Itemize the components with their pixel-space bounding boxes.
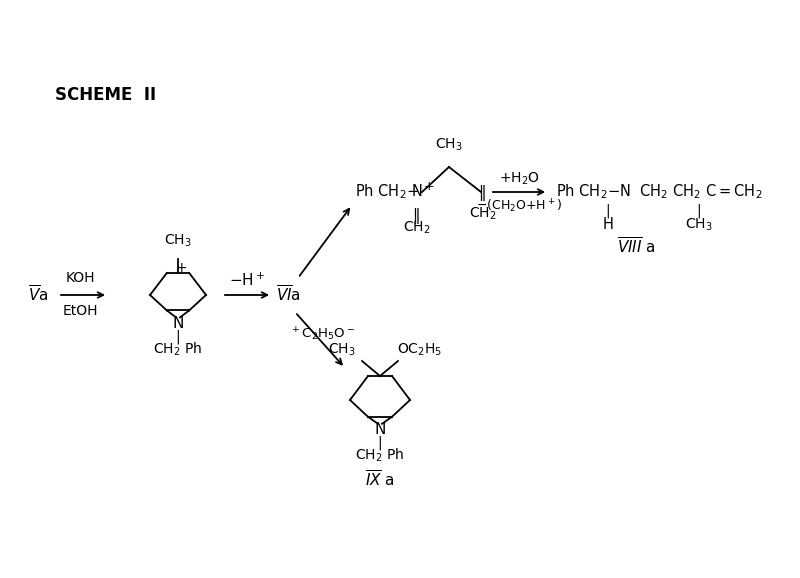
- Text: CH$_2$: CH$_2$: [470, 206, 497, 223]
- Text: H: H: [602, 217, 614, 232]
- Text: CH$_2$: CH$_2$: [403, 220, 430, 236]
- Text: $-$(CH$_2$O$+$H$^+$): $-$(CH$_2$O$+$H$^+$): [476, 197, 562, 214]
- Text: $\overline{V}$a: $\overline{V}$a: [28, 285, 48, 305]
- Text: +: +: [175, 261, 187, 275]
- Text: N: N: [411, 184, 422, 199]
- Text: N: N: [374, 423, 386, 438]
- Text: |: |: [606, 204, 610, 218]
- Text: $+$H$_2$O: $+$H$_2$O: [498, 171, 539, 187]
- Text: CH$_2$ Ph: CH$_2$ Ph: [355, 447, 405, 465]
- Text: +: +: [424, 180, 434, 192]
- Text: SCHEME  II: SCHEME II: [55, 86, 156, 104]
- Text: |: |: [176, 329, 180, 344]
- Text: OC$_2$H$_5$: OC$_2$H$_5$: [398, 342, 442, 358]
- Text: $-$H$^+$: $-$H$^+$: [229, 271, 265, 288]
- Text: $^+$C$_2$H$_5$O$^-$: $^+$C$_2$H$_5$O$^-$: [290, 325, 355, 343]
- Text: $\|$: $\|$: [478, 183, 486, 203]
- Text: Ph CH$_2$$-$: Ph CH$_2$$-$: [355, 183, 419, 201]
- Text: KOH: KOH: [66, 271, 94, 285]
- Text: CH$_3$: CH$_3$: [685, 217, 713, 234]
- Text: CH$_3$: CH$_3$: [164, 232, 192, 249]
- Text: $\overline{VI}$a: $\overline{VI}$a: [276, 285, 301, 305]
- Text: CH$_3$: CH$_3$: [328, 342, 356, 358]
- Text: |: |: [697, 204, 702, 218]
- Text: $\|$: $\|$: [412, 206, 420, 226]
- Text: $\overline{VIII}$ a: $\overline{VIII}$ a: [617, 237, 655, 257]
- Text: CH$_2$ Ph: CH$_2$ Ph: [154, 340, 202, 358]
- Text: Ph CH$_2$$-$N  CH$_2$ CH$_2$ C$=$CH$_2$: Ph CH$_2$$-$N CH$_2$ CH$_2$ C$=$CH$_2$: [556, 183, 762, 201]
- Text: |: |: [378, 436, 382, 450]
- Text: CH$_3$: CH$_3$: [435, 136, 463, 153]
- Text: EtOH: EtOH: [62, 304, 98, 318]
- Text: N: N: [172, 316, 184, 331]
- Text: $\overline{IX}$ a: $\overline{IX}$ a: [365, 470, 395, 490]
